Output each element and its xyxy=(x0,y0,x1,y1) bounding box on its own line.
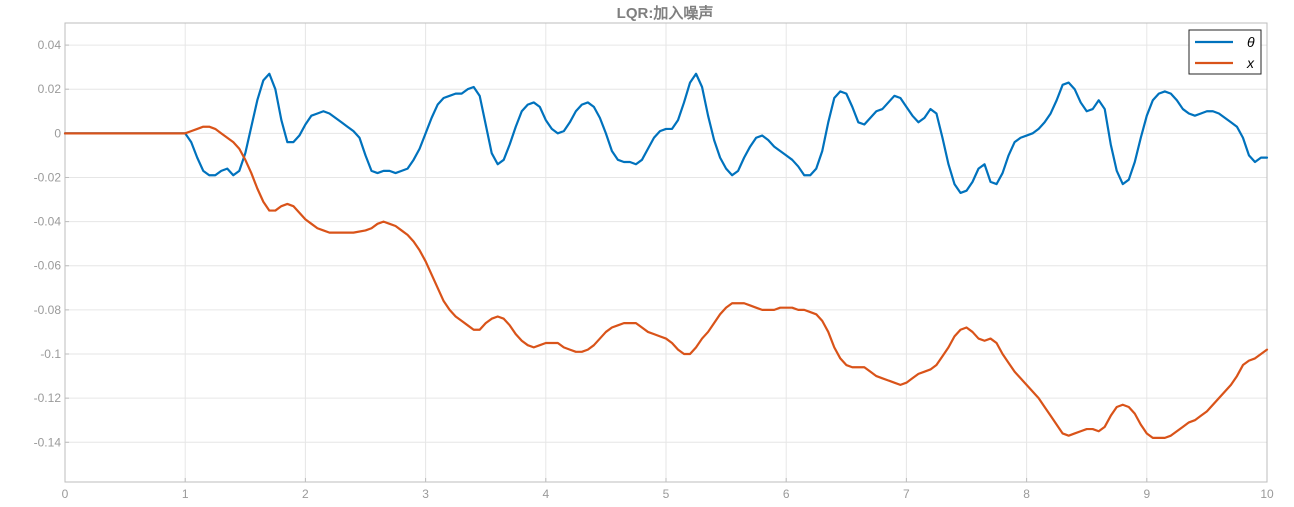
x-tick-label: 3 xyxy=(422,487,429,501)
x-tick-label: 4 xyxy=(542,487,549,501)
legend-label-x: x xyxy=(1246,55,1255,71)
y-tick-label: -0.12 xyxy=(34,391,62,405)
x-tick-label: 6 xyxy=(783,487,790,501)
series-line-x xyxy=(63,125,1269,439)
x-tick-label: 2 xyxy=(302,487,309,501)
y-tick-label: -0.1 xyxy=(40,347,61,361)
y-tick-label: -0.14 xyxy=(34,435,62,449)
legend-label-theta: θ xyxy=(1247,34,1255,50)
grid-layer xyxy=(64,23,1268,482)
y-tick-label: -0.08 xyxy=(34,303,62,317)
x-tick-label: 5 xyxy=(663,487,670,501)
y-tick-label: 0.04 xyxy=(38,38,62,52)
legend-box xyxy=(1188,29,1262,75)
legend: θx xyxy=(1188,29,1262,75)
y-tick-label: 0.02 xyxy=(38,82,62,96)
x-tick-label: 0 xyxy=(62,487,69,501)
chart-title: LQR:加入噪声 xyxy=(617,4,714,22)
series-layer xyxy=(63,72,1269,439)
y-tick-label: -0.04 xyxy=(34,215,62,229)
x-tick-label: 7 xyxy=(903,487,910,501)
x-tick-label: 8 xyxy=(1023,487,1030,501)
ticks-layer: 0 1 2 3 4 5 6 7 8 9 10 0.04 0.02 0 -0.02 -0.04 -0.06 -0.0… xyxy=(34,38,1274,501)
y-tick-label: -0.06 xyxy=(34,259,62,273)
x-tick-label: 9 xyxy=(1143,487,1150,501)
x-tick-label: 1 xyxy=(182,487,189,501)
y-tick-label: 0 xyxy=(54,126,61,140)
y-tick-label: -0.02 xyxy=(34,170,62,184)
x-tick-label: 10 xyxy=(1260,487,1274,501)
series-line-theta xyxy=(63,72,1269,195)
